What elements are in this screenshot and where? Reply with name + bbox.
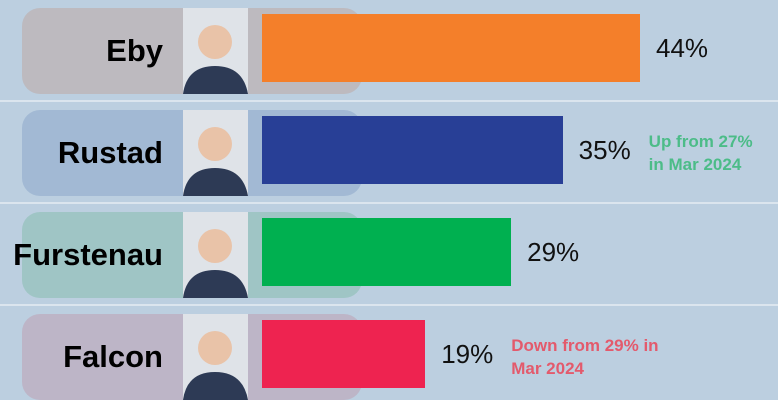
value-label: 29% bbox=[527, 204, 579, 300]
bar bbox=[262, 320, 425, 388]
value-label: 44% bbox=[656, 0, 708, 96]
bar bbox=[262, 218, 511, 286]
candidate-photo bbox=[183, 212, 248, 298]
row: Eby 44% bbox=[0, 0, 778, 102]
value-label: 19% bbox=[441, 306, 493, 400]
category-label: Eby bbox=[106, 0, 163, 102]
bar bbox=[262, 116, 563, 184]
annotation: Down from 29% in Mar 2024 bbox=[511, 334, 691, 380]
category-label: Falcon bbox=[63, 306, 163, 400]
category-label: Rustad bbox=[58, 102, 163, 204]
portrait bbox=[183, 314, 248, 400]
annotation: Up from 27% in Mar 2024 bbox=[649, 130, 770, 176]
category-label: Furstenau bbox=[13, 204, 163, 306]
value-label: 35% bbox=[579, 102, 631, 198]
portrait bbox=[183, 8, 248, 94]
chart: Eby 44% Rustad 35% Furstenau 29% Falcon 19% Up f… bbox=[0, 0, 778, 400]
portrait bbox=[183, 110, 248, 196]
candidate-photo bbox=[183, 8, 248, 94]
bar bbox=[262, 14, 640, 82]
candidate-photo bbox=[183, 314, 248, 400]
row: Furstenau 29% bbox=[0, 204, 778, 306]
portrait bbox=[183, 212, 248, 298]
candidate-photo bbox=[183, 110, 248, 196]
